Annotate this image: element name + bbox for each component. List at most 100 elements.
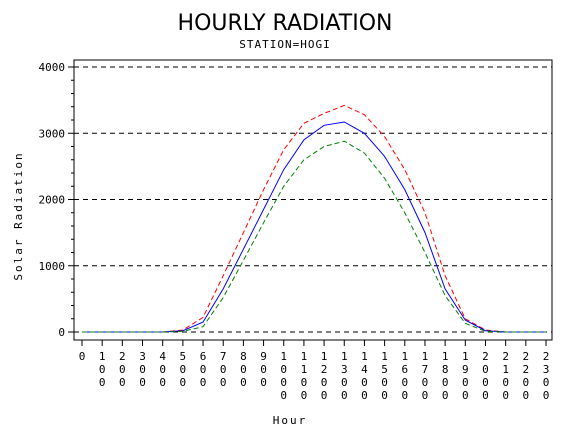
x-tick-char: 1	[301, 363, 308, 376]
x-tick-char: 0	[99, 363, 106, 376]
x-tick-char: 6	[401, 363, 408, 376]
y-tick-label: 0	[58, 326, 65, 339]
x-tick-char: 0	[482, 363, 489, 376]
x-tick-char: 0	[442, 389, 449, 402]
x-tick-char: 1	[401, 350, 408, 363]
x-tick-char: 0	[381, 376, 388, 389]
x-tick-char: 1	[301, 350, 308, 363]
x-tick-char: 0	[280, 363, 287, 376]
x-tick-char: 0	[139, 376, 146, 389]
x-tick-char: 0	[220, 363, 227, 376]
x-tick-char: 1	[280, 350, 287, 363]
x-tick-char: 3	[543, 363, 550, 376]
x-tick-char: 0	[361, 389, 368, 402]
x-tick-char: 0	[180, 376, 187, 389]
x-tick-char: 0	[523, 376, 530, 389]
x-tick-char: 0	[159, 376, 166, 389]
x-tick-char: 0	[119, 376, 126, 389]
series-line-1	[82, 104, 546, 333]
x-tick-char: 1	[341, 350, 348, 363]
x-tick-char: 0	[341, 389, 348, 402]
x-axis-ticks: 0 100200300400500600700800900100011001200…	[79, 340, 550, 402]
x-tick-char: 1	[422, 350, 429, 363]
x-tick-char: 8	[442, 363, 449, 376]
x-axis-label: Hour	[273, 414, 308, 427]
x-tick-char: 0	[301, 389, 308, 402]
x-tick-char: 8	[240, 350, 247, 363]
x-tick-label: 400	[159, 350, 166, 389]
series-line-2	[82, 121, 546, 333]
x-tick-char: 0	[180, 363, 187, 376]
series-lines	[82, 104, 546, 333]
y-axis-ticks: 0 1000 2000 3000 4000	[39, 61, 74, 339]
x-tick-char: 4	[361, 363, 368, 376]
x-tick-char: 0	[401, 376, 408, 389]
x-tick-char: 0	[502, 376, 509, 389]
x-tick-char: 0	[321, 376, 328, 389]
x-tick-char: 0	[260, 363, 267, 376]
x-tick-char: 0	[159, 363, 166, 376]
x-tick-label: 200	[119, 350, 126, 389]
x-tick-char: 0	[119, 363, 126, 376]
x-tick-char: 1	[502, 363, 509, 376]
x-tick-char: 0	[422, 389, 429, 402]
x-tick-char: 2	[523, 350, 530, 363]
x-tick-label: 0	[79, 350, 86, 363]
x-tick-label: 700	[220, 350, 227, 389]
x-tick-char: 2	[482, 350, 489, 363]
x-tick-char: 0	[482, 376, 489, 389]
x-tick-char: 0	[139, 363, 146, 376]
x-tick-char: 1	[442, 350, 449, 363]
x-tick-char: 9	[260, 350, 267, 363]
x-tick-char: 4	[159, 350, 166, 363]
y-tick-label: 4000	[39, 61, 66, 74]
x-tick-char: 0	[240, 376, 247, 389]
x-tick-char: 0	[401, 389, 408, 402]
x-tick-char: 0	[301, 376, 308, 389]
x-tick-char: 0	[200, 376, 207, 389]
x-tick-char: 0	[79, 350, 86, 363]
x-tick-char: 0	[220, 376, 227, 389]
x-tick-char: 2	[543, 350, 550, 363]
x-tick-char: 3	[139, 350, 146, 363]
x-tick-char: 0	[280, 389, 287, 402]
x-tick-char: 9	[462, 363, 469, 376]
x-tick-char: 0	[442, 376, 449, 389]
x-tick-char: 0	[543, 389, 550, 402]
x-tick-label: 300	[139, 350, 146, 389]
x-tick-label: 900	[260, 350, 267, 389]
x-tick-char: 0	[523, 389, 530, 402]
x-tick-char: 1	[381, 350, 388, 363]
y-tick-label: 2000	[39, 194, 66, 207]
x-tick-char: 0	[321, 389, 328, 402]
x-tick-char: 0	[381, 389, 388, 402]
x-tick-label: 100	[99, 350, 106, 389]
y-tick-label: 1000	[39, 260, 66, 273]
x-tick-label: 2000	[482, 350, 489, 402]
x-tick-char: 5	[180, 350, 187, 363]
x-tick-char: 0	[422, 376, 429, 389]
x-tick-char: 2	[119, 350, 126, 363]
x-tick-char: 7	[422, 363, 429, 376]
x-tick-char: 0	[502, 389, 509, 402]
x-tick-char: 7	[220, 350, 227, 363]
x-tick-char: 0	[341, 376, 348, 389]
x-tick-char: 0	[462, 376, 469, 389]
x-tick-char: 1	[361, 350, 368, 363]
x-tick-char: 0	[240, 363, 247, 376]
x-tick-char: 5	[381, 363, 388, 376]
x-tick-char: 6	[200, 350, 207, 363]
x-tick-label: 500	[180, 350, 187, 389]
x-tick-char: 0	[482, 389, 489, 402]
x-tick-char: 2	[523, 363, 530, 376]
x-tick-char: 0	[543, 376, 550, 389]
